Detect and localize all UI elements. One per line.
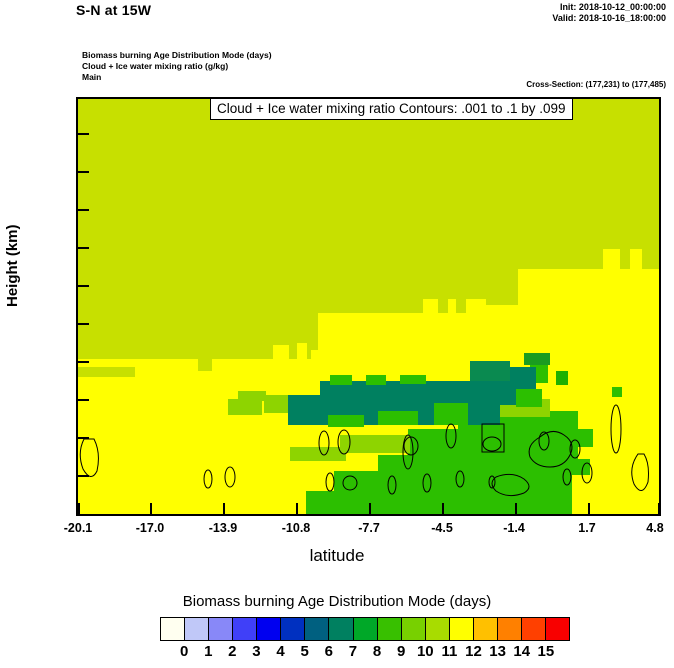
- cloud-water-contours: [79, 404, 649, 497]
- colorbar-tick-label-1: 1: [204, 643, 213, 660]
- colorbar-tick-label-2: 2: [228, 643, 237, 660]
- cross-section-plot: Cloud + Ice water mixing ratio Contours:…: [76, 97, 661, 516]
- cross-section-endpoints: Cross-Section: (177,231) to (177,485): [526, 80, 666, 89]
- shaded-age-field: [78, 99, 659, 514]
- x-tick-label-6: -1.4: [503, 521, 525, 535]
- y-tick-9: [78, 171, 89, 173]
- colorbar-tick-label-9: 9: [397, 643, 406, 660]
- colorbar: [160, 617, 570, 641]
- colorbar-tick-label-0: 0: [179, 643, 189, 660]
- colorbar-tick-label-7: 7: [348, 643, 358, 660]
- time-stamps: Init: 2018-10-12_00:00:00 Valid: 2018-10…: [552, 2, 666, 24]
- x-tick-8: [658, 503, 659, 514]
- colorbar-tick-label-3: 3: [252, 643, 261, 660]
- x-tick-label-4: -7.7: [358, 521, 380, 535]
- x-tick-label-0: -20.1: [63, 521, 93, 535]
- x-tick-3: [296, 503, 298, 514]
- colorbar-tick-label-5: 5: [300, 643, 309, 660]
- x-axis-label: latitude: [309, 546, 365, 565]
- contour-label-box: Cloud + Ice water mixing ratio Contours:…: [210, 99, 573, 120]
- colorbar-swatch-10: [401, 618, 426, 640]
- x-tick-7: [588, 503, 590, 514]
- y-tick-5: [78, 323, 89, 325]
- colorbar-tick-label-15: 15: [537, 643, 555, 660]
- colorbar-swatch-2: [209, 618, 234, 640]
- variable-description: Biomass burning Age Distribution Mode (d…: [82, 50, 272, 83]
- colorbar-tick-label-10: 10: [416, 643, 434, 660]
- x-tick-label-1: -17.0: [135, 521, 165, 535]
- colorbar-swatch-16: [546, 618, 570, 640]
- x-tick-label-8: 4.8: [646, 521, 664, 535]
- x-tick-1: [150, 503, 152, 514]
- x-tick-4: [369, 503, 371, 514]
- colorbar-swatch-9: [377, 618, 402, 640]
- x-tick-6: [515, 503, 517, 514]
- colorbar-tick-label-4: 4: [276, 643, 285, 660]
- init-time: Init: 2018-10-12_00:00:00: [559, 2, 666, 12]
- colorbar-tick-label-11: 11: [441, 643, 458, 660]
- x-tick-label-7: 1.7: [578, 521, 596, 535]
- colorbar-tick-label-13: 13: [489, 643, 506, 660]
- colorbar-swatch-13: [473, 618, 498, 640]
- x-tick-0: [78, 503, 80, 514]
- colorbar-swatch-3: [233, 618, 258, 640]
- colorbar-swatch-5: [281, 618, 306, 640]
- variable-line-shaded: Biomass burning Age Distribution Mode (d…: [82, 50, 272, 60]
- colorbar-tick-label-6: 6: [324, 643, 333, 660]
- colorbar-swatch-1: [185, 618, 210, 640]
- colorbar-ticks: 0 1 2 3 4 5 6 7 8 9 10 11 12 13 14 15: [160, 643, 570, 663]
- colorbar-swatch-8: [353, 618, 378, 640]
- colorbar-swatch-12: [449, 618, 474, 640]
- colorbar-swatch-6: [305, 618, 330, 640]
- x-tick-label-2: -13.9: [208, 521, 238, 535]
- y-axis-label: Height (km): [4, 224, 21, 308]
- colorbar-tick-label-8: 8: [372, 643, 382, 660]
- y-tick-8: [78, 209, 89, 211]
- y-tick-7: [78, 247, 89, 249]
- y-tick-4: [78, 361, 89, 363]
- y-tick-6: [78, 285, 89, 287]
- colorbar-tick-label-14: 14: [513, 643, 531, 660]
- y-tick-2: [78, 437, 89, 439]
- x-tick-5: [442, 503, 444, 514]
- y-tick-1: [78, 475, 89, 477]
- page-title: S-N at 15W: [76, 2, 152, 18]
- colorbar-swatch-14: [497, 618, 522, 640]
- variable-line-contour: Cloud + Ice water mixing ratio (g/kg): [82, 61, 229, 71]
- colorbar-swatch-4: [257, 618, 282, 640]
- valid-time: Valid: 2018-10-16_18:00:00: [552, 13, 666, 23]
- x-tick-label-3: -10.8: [281, 521, 311, 535]
- y-tick-3: [78, 399, 89, 401]
- x-tick-label-5: -4.5: [431, 521, 453, 535]
- y-tick-0: [78, 514, 89, 516]
- colorbar-title: Biomass burning Age Distribution Mode (d…: [182, 593, 492, 610]
- colorbar-tick-label-12: 12: [465, 643, 482, 660]
- variable-line-domain: Main: [82, 72, 102, 82]
- colorbar-swatch-15: [521, 618, 546, 640]
- colorbar-swatch-0: [161, 618, 186, 640]
- colorbar-swatch-11: [425, 618, 450, 640]
- y-tick-10: [78, 133, 89, 135]
- colorbar-swatch-7: [329, 618, 354, 640]
- x-tick-2: [223, 503, 225, 514]
